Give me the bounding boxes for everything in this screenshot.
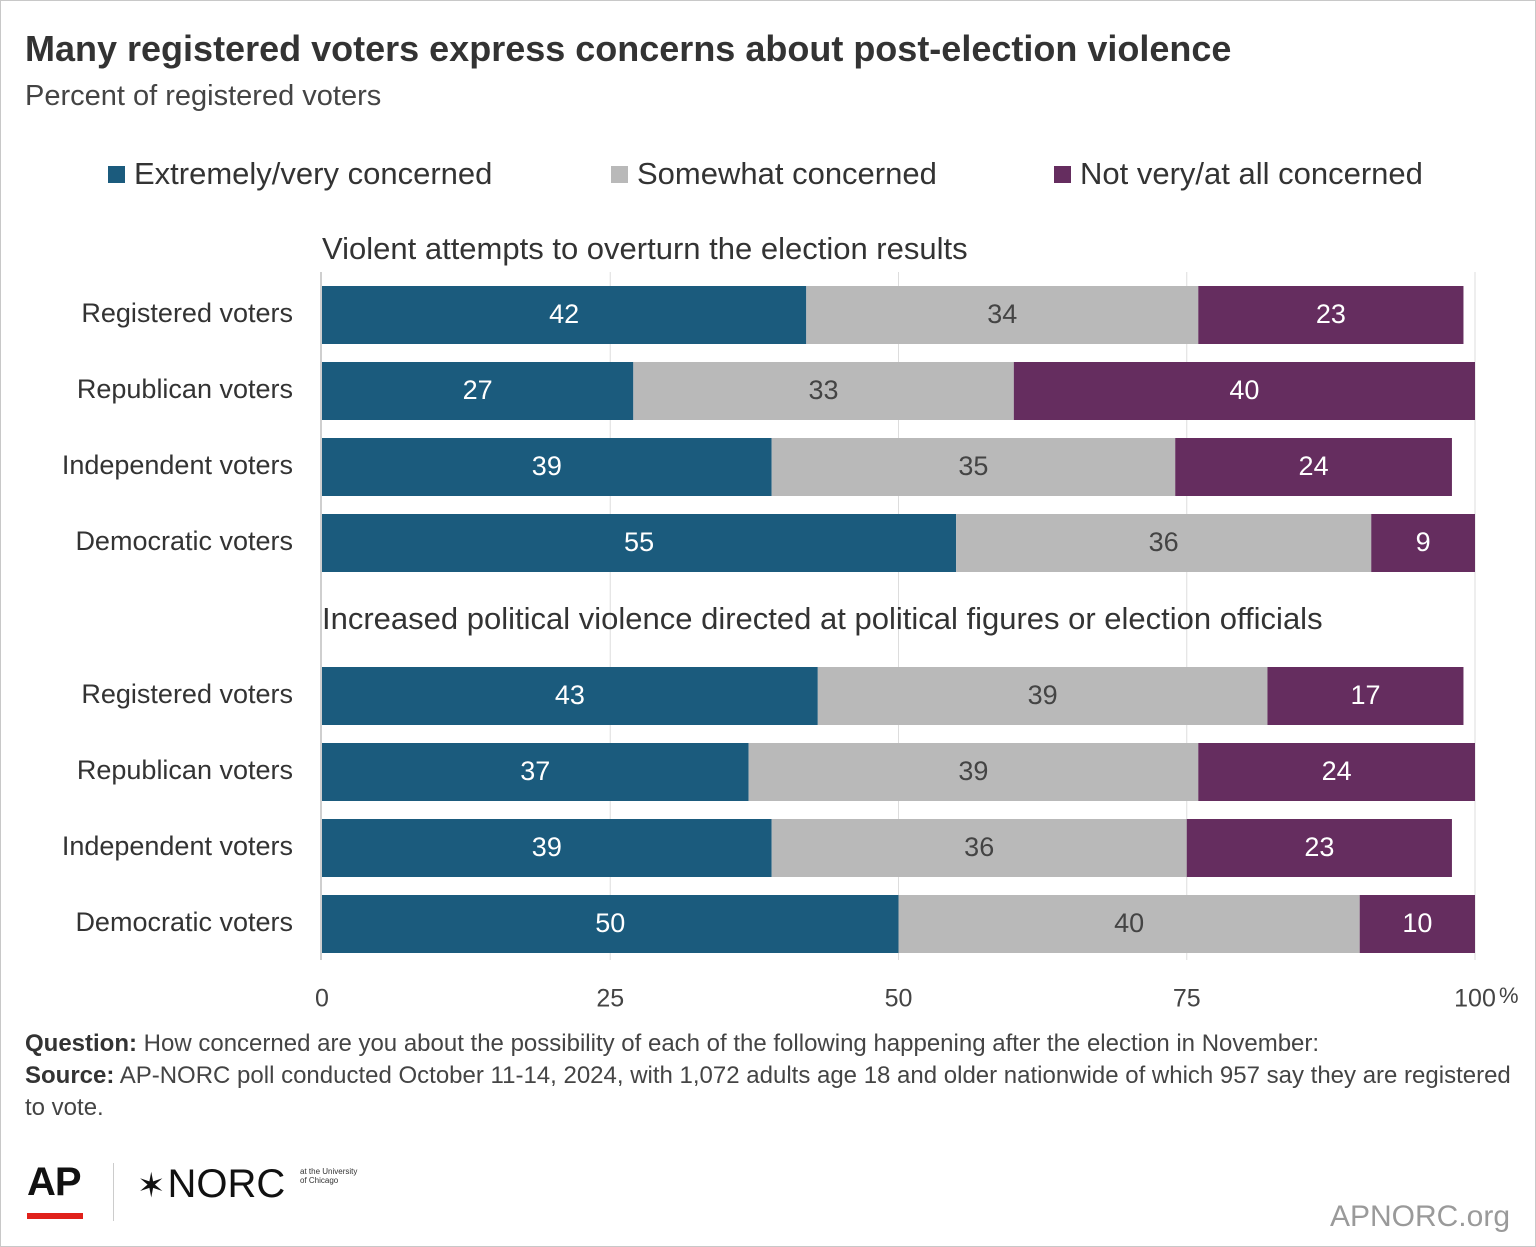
data-label: 50	[595, 908, 625, 938]
bar-segment	[806, 286, 1199, 344]
bar-segment	[771, 438, 1176, 496]
bar-segment	[1175, 438, 1452, 496]
data-label: 27	[463, 375, 493, 405]
data-label: 40	[1229, 375, 1259, 405]
norc-logo: ✶NORC	[137, 1162, 285, 1207]
category-label: Independent voters	[62, 450, 293, 480]
data-label: 24	[1299, 451, 1329, 481]
bar-segment	[1267, 667, 1464, 725]
data-label: 43	[555, 680, 585, 710]
ap-logo-bar	[27, 1213, 83, 1219]
bar-segment	[322, 819, 772, 877]
x-tick-label: 50	[885, 985, 913, 1013]
data-label: 24	[1322, 756, 1352, 786]
footnote: Question: How concerned are you about th…	[25, 1028, 1515, 1124]
bar-segment	[771, 819, 1187, 877]
category-label: Registered voters	[81, 298, 293, 328]
data-label: 36	[964, 832, 994, 862]
legend-swatch-extremely	[108, 165, 125, 183]
source-label: Source:	[25, 1062, 115, 1089]
data-label: 39	[958, 756, 988, 786]
data-label: 23	[1304, 832, 1334, 862]
bar-segment	[322, 514, 957, 572]
norc-logo-text: NORC	[167, 1162, 286, 1206]
data-label: 42	[549, 299, 579, 329]
data-label: 37	[520, 756, 550, 786]
bar-segment	[1013, 362, 1475, 420]
data-label: 9	[1416, 527, 1431, 557]
category-label: Republican voters	[77, 755, 293, 785]
legend-label-extremely: Extremely/very concerned	[134, 156, 493, 191]
legend-swatch-not	[1054, 165, 1071, 183]
bar-segment	[898, 895, 1360, 953]
legend-swatch-somewhat	[611, 165, 628, 183]
bar-segment	[1198, 286, 1464, 344]
data-label: 17	[1350, 680, 1380, 710]
data-label: 35	[958, 451, 988, 481]
category-label: Republican voters	[77, 374, 293, 404]
ap-logo: AP	[27, 1160, 82, 1204]
category-label: Registered voters	[81, 679, 293, 709]
norc-logo-subtext: at the University of Chicago	[300, 1167, 358, 1185]
question-label: Question:	[25, 1030, 137, 1057]
data-label: 33	[809, 375, 839, 405]
question-text: How concerned are you about the possibil…	[143, 1030, 1320, 1057]
data-label: 36	[1149, 527, 1179, 557]
bar-segment	[322, 362, 634, 420]
category-label: Independent voters	[62, 831, 293, 861]
logo-divider	[113, 1163, 114, 1221]
x-unit-label: %	[1499, 983, 1519, 1008]
data-label: 39	[532, 451, 562, 481]
bar-segment	[956, 514, 1372, 572]
bar-segment	[1371, 514, 1475, 572]
data-label: 23	[1316, 299, 1346, 329]
panel-title: Violent attempts to overturn the electio…	[322, 231, 968, 266]
bar-segment	[748, 743, 1199, 801]
bar-segment	[633, 362, 1014, 420]
bar-segment	[1198, 743, 1475, 801]
data-label: 10	[1402, 908, 1432, 938]
bar-segment	[322, 438, 772, 496]
bar-segment	[322, 286, 807, 344]
legend-item-not: Not very/at all concerned	[1054, 156, 1423, 192]
x-tick-label: 75	[1173, 985, 1201, 1013]
data-label: 55	[624, 527, 654, 557]
x-tick-label: 25	[596, 985, 624, 1013]
category-label: Democratic voters	[75, 526, 293, 556]
norc-star-icon: ✶	[137, 1167, 166, 1205]
category-label: Democratic voters	[75, 907, 293, 937]
legend-item-somewhat: Somewhat concerned	[611, 156, 937, 192]
bar-segment	[1359, 895, 1475, 953]
source-text: AP-NORC poll conducted October 11-14, 20…	[25, 1062, 1511, 1121]
legend-label-not: Not very/at all concerned	[1080, 156, 1423, 191]
panel-title: Increased political violence directed at…	[322, 601, 1323, 636]
bar-segment	[322, 743, 749, 801]
legend-label-somewhat: Somewhat concerned	[637, 156, 937, 191]
bar-segment	[322, 895, 899, 953]
bar-segment	[1186, 819, 1452, 877]
data-label: 34	[987, 299, 1017, 329]
legend-item-extremely: Extremely/very concerned	[108, 156, 492, 192]
chart-subtitle: Percent of registered voters	[25, 80, 382, 112]
x-tick-label: 0	[315, 985, 329, 1013]
bar-segment	[322, 667, 818, 725]
data-label: 40	[1114, 908, 1144, 938]
chart-title: Many registered voters express concerns …	[25, 28, 1232, 69]
bar-segment	[817, 667, 1268, 725]
site-link[interactable]: APNORC.org	[1329, 1200, 1510, 1233]
data-label: 39	[1028, 680, 1058, 710]
x-tick-label: 100	[1454, 985, 1496, 1013]
data-label: 39	[532, 832, 562, 862]
